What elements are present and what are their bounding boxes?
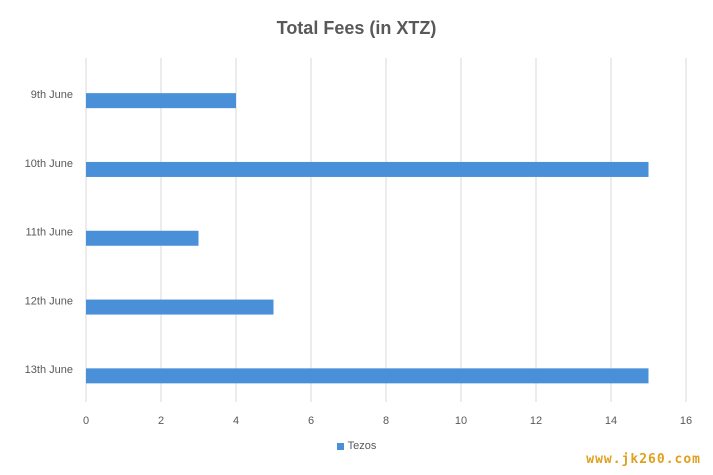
y-tick-label-1: 10th June xyxy=(25,158,73,170)
legend-swatch-tezos xyxy=(336,442,344,450)
x-tick-label-10: 10 xyxy=(455,415,467,427)
x-tick-label-12: 12 xyxy=(530,415,542,427)
x-tick-label-6: 6 xyxy=(308,415,314,427)
x-tick-label-4: 4 xyxy=(233,415,239,427)
y-tick-label-0: 9th June xyxy=(31,89,73,101)
chart-title: Total Fees (in XTZ) xyxy=(276,18,437,38)
bar-0 xyxy=(86,93,236,109)
x-tick-label-14: 14 xyxy=(605,415,617,427)
bar-2 xyxy=(86,230,199,246)
chart-legend: Tezos xyxy=(0,440,713,452)
bar-4 xyxy=(86,368,649,384)
bar-1 xyxy=(86,161,649,177)
x-tick-label-0: 0 xyxy=(83,415,89,427)
x-tick-label-8: 8 xyxy=(383,415,389,427)
watermark-text: www.jk260.com xyxy=(586,452,701,467)
y-tick-label-2: 11th June xyxy=(25,227,73,239)
x-tick-label-2: 2 xyxy=(158,415,164,427)
x-tick-label-16: 16 xyxy=(680,415,692,427)
y-tick-label-4: 13th June xyxy=(25,364,73,376)
y-tick-label-3: 12th June xyxy=(25,295,73,307)
bar-3 xyxy=(86,299,274,315)
legend-label-tezos: Tezos xyxy=(347,440,377,452)
